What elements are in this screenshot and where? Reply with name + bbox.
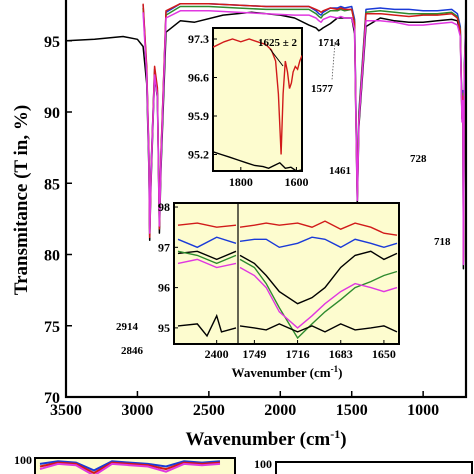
main-series-line-4 xyxy=(142,2,466,263)
upper-inset-series-line-2 xyxy=(213,151,302,171)
lower-inset-series-line-4-left xyxy=(177,250,237,265)
lower-inset-x-tick-label: 1749 xyxy=(242,347,266,361)
upper-inset-y-axis: 95.2 95.9 96.6 97.3 xyxy=(188,32,217,162)
main-x-tick-label: 2500 xyxy=(193,402,225,419)
main-x-tick-label: 1000 xyxy=(407,402,439,419)
upper-inset-series-group xyxy=(213,38,302,171)
lower-inset-series-line-1-right xyxy=(239,220,398,236)
lower-inset-series-line-3-right xyxy=(239,250,398,305)
upper-inset-y-tick-label: 95.9 xyxy=(188,109,209,123)
upper-inset-x-tick-label: 1800 xyxy=(229,175,253,189)
lower-inset-series-line-1-left xyxy=(177,222,237,228)
lower-inset-y-axis: 95 96 97 98 xyxy=(158,200,178,335)
lower-inset-series-line-6-left xyxy=(177,313,237,338)
lower-inset-series-line-4-right xyxy=(239,258,398,340)
bottom-left-panel: 100 xyxy=(14,453,236,474)
bottom-right-frame xyxy=(275,461,473,474)
peak-label-1461: 1461 xyxy=(329,165,351,177)
upper-inset-y-tick-label: 97.3 xyxy=(188,32,209,46)
main-x-tick-label: 3500 xyxy=(50,402,82,419)
lower-inset: 95 96 97 98 2400 1749 1716 1683 1650 Wavenumber… xyxy=(158,200,400,380)
main-y-tick-label: 70 xyxy=(44,390,60,407)
upper-inset-y-tick-label: 96.6 xyxy=(188,71,209,85)
lower-inset-x-tick-label: 1650 xyxy=(372,347,396,361)
main-x-axis: 3500 3000 2500 2000 1500 1000 xyxy=(50,391,439,419)
main-y-axis: 70 75 80 85 90 95 xyxy=(44,34,72,407)
upper-inset-x-tick-label: 1600 xyxy=(284,175,308,189)
main-x-tick-label: 2000 xyxy=(264,402,296,419)
lower-inset-y-tick-label: 98 xyxy=(158,200,170,214)
lower-inset-y-tick-label: 97 xyxy=(158,240,170,254)
lower-inset-x-tick-label: 1683 xyxy=(329,347,353,361)
main-x-tick-label: 1500 xyxy=(336,402,368,419)
peak-label-1577: 1577 xyxy=(311,83,334,95)
main-y-tick-label: 90 xyxy=(44,105,60,122)
lower-inset-series-line-5-left xyxy=(177,258,237,269)
main-y-tick-label: 75 xyxy=(44,319,60,336)
lower-inset-series-line-3-left xyxy=(177,250,237,261)
main-y-tick-label: 95 xyxy=(44,34,60,51)
lower-inset-x-tick-label: 2400 xyxy=(205,347,229,361)
main-x-axis-label: Wavenumber (cm-1) xyxy=(185,427,346,450)
bottom-left-series-group xyxy=(39,460,221,474)
peak-label-728: 728 xyxy=(410,153,427,165)
lower-inset-series-line-2-left xyxy=(177,236,237,249)
lower-inset-x-tick-label: 1716 xyxy=(286,347,310,361)
peak-label-718: 718 xyxy=(434,236,451,248)
lower-inset-y-tick-label: 96 xyxy=(158,281,170,295)
peak-label-2846: 2846 xyxy=(121,345,144,357)
main-y-axis-label: Transmitance (T in, %) xyxy=(11,105,32,295)
bottom-right-y-tick: 100 xyxy=(254,457,272,471)
upper-inset: 95.2 95.9 96.6 97.3 1800 1600 1625 ± 2 xyxy=(188,27,308,189)
lower-inset-series-group xyxy=(177,220,398,340)
upper-inset-background xyxy=(212,27,303,172)
lower-inset-series-line-5-right xyxy=(239,266,398,329)
bottom-left-series-line-2 xyxy=(39,461,221,474)
upper-inset-annotation: 1625 ± 2 xyxy=(258,37,298,49)
upper-inset-x-axis: 1800 1600 xyxy=(229,167,308,189)
bottom-right-panel: 100 xyxy=(254,457,473,474)
upper-inset-series-line-1 xyxy=(213,38,302,155)
upper-inset-y-tick-label: 95.2 xyxy=(188,148,209,162)
bottom-left-series-line-3 xyxy=(39,462,221,474)
main-series-group xyxy=(66,2,466,270)
main-y-tick-label: 85 xyxy=(44,176,60,193)
lower-inset-series-line-2-right xyxy=(239,236,398,249)
peak-leader-1577 xyxy=(331,41,336,81)
main-y-tick-label: 80 xyxy=(44,248,60,265)
bottom-left-y-tick: 100 xyxy=(14,453,32,467)
main-chart: 70 75 80 85 90 95 3500 3000 2500 2000 1500 1000 Tr… xyxy=(11,0,468,450)
main-x-tick-label: 3000 xyxy=(121,402,153,419)
bottom-left-series-line-1 xyxy=(39,460,221,472)
peak-label-1714: 1714 xyxy=(318,37,341,49)
main-plot-frame xyxy=(64,0,468,399)
upper-inset-arrow xyxy=(269,48,284,67)
lower-inset-x-axis: 2400 1749 1716 1683 1650 xyxy=(205,340,396,361)
lower-inset-series-line-6-right xyxy=(239,323,398,333)
peak-label-2914: 2914 xyxy=(116,321,139,333)
lower-inset-y-tick-label: 95 xyxy=(158,321,170,335)
main-series-line-5 xyxy=(142,10,466,266)
lower-inset-x-axis-label: Wavenumber (cm-1) xyxy=(232,364,343,380)
